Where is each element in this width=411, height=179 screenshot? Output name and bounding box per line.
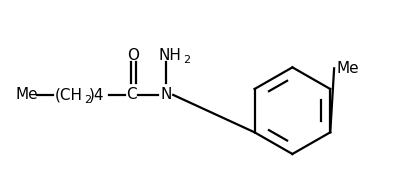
Text: Me: Me bbox=[336, 61, 359, 76]
Text: N: N bbox=[160, 87, 172, 102]
Text: 2: 2 bbox=[84, 95, 91, 105]
Text: C: C bbox=[127, 87, 137, 102]
Text: 2: 2 bbox=[183, 55, 190, 66]
Text: (CH: (CH bbox=[55, 87, 83, 102]
Text: O: O bbox=[127, 48, 139, 63]
Text: Me: Me bbox=[15, 87, 38, 102]
Text: NH: NH bbox=[158, 48, 181, 63]
Text: )4: )4 bbox=[89, 87, 104, 102]
